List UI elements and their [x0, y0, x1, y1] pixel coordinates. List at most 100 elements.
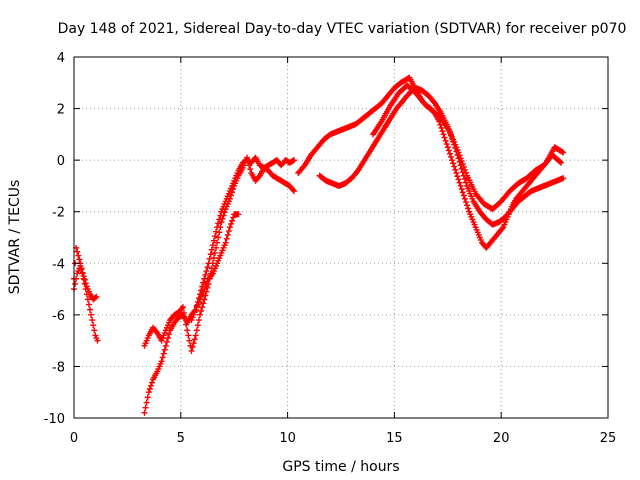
data-point: [223, 235, 230, 242]
data-point: [462, 169, 469, 176]
data-point: [458, 186, 465, 193]
y-tick-label: 2: [57, 103, 65, 118]
data-point: [291, 188, 298, 195]
data-point: [77, 262, 84, 269]
data-point: [166, 331, 173, 338]
data-point: [452, 166, 459, 173]
data-point: [208, 271, 215, 278]
data-point: [203, 268, 210, 275]
series-segment-2: [71, 262, 100, 303]
data-point: [446, 150, 453, 157]
data-point: [458, 158, 465, 165]
data-point: [193, 327, 200, 334]
data-point: [79, 269, 86, 276]
data-point: [455, 149, 462, 156]
data-point: [227, 220, 234, 227]
data-point: [81, 276, 88, 283]
data-point: [300, 163, 307, 170]
data-point: [558, 159, 565, 166]
data-point: [214, 239, 221, 246]
data-point: [461, 195, 468, 202]
data-point: [230, 186, 237, 193]
data-point: [182, 315, 189, 322]
data-point: [161, 346, 168, 353]
data-point: [194, 322, 201, 329]
data-point: [162, 342, 169, 349]
data-point: [188, 347, 195, 354]
data-point: [185, 332, 192, 339]
data-point: [148, 379, 155, 386]
data-point: [163, 338, 170, 345]
data-point: [191, 336, 198, 343]
data-point: [199, 304, 206, 311]
data-point: [141, 409, 148, 416]
data-point: [453, 170, 460, 177]
x-tick-label: 20: [493, 431, 510, 446]
data-point: [89, 317, 96, 324]
data-point: [437, 121, 444, 128]
data-point: [457, 182, 464, 189]
data-point: [213, 244, 220, 251]
data-point: [255, 173, 262, 180]
data-point: [454, 173, 461, 180]
data-point: [210, 237, 217, 244]
data-point: [442, 137, 449, 144]
series-segment-5: [188, 211, 242, 324]
series-segment-8: [370, 82, 565, 213]
data-point: [145, 389, 152, 396]
data-point: [226, 195, 233, 202]
data-point: [457, 155, 464, 162]
data-point: [93, 293, 100, 300]
y-tick-label: -10: [44, 412, 65, 427]
data-point: [244, 154, 251, 161]
data-point: [291, 157, 298, 164]
data-point: [443, 141, 450, 148]
data-point: [218, 219, 225, 226]
data-point: [461, 166, 468, 173]
data-point: [439, 128, 446, 135]
x-tick-label: 5: [177, 431, 185, 446]
data-point: [211, 249, 218, 256]
data-point: [221, 209, 228, 216]
data-point: [184, 327, 191, 334]
y-tick-label: -2: [52, 206, 65, 221]
data-point: [88, 311, 95, 318]
data-point: [220, 212, 227, 219]
data-point: [289, 186, 296, 193]
data-point: [183, 321, 190, 328]
data-points: [71, 74, 567, 416]
data-point: [229, 217, 236, 224]
data-point: [464, 202, 471, 209]
data-point: [189, 344, 196, 351]
x-tick-label: 0: [70, 431, 78, 446]
data-point: [440, 131, 447, 138]
data-point: [75, 252, 82, 259]
data-point: [229, 189, 236, 196]
data-point: [556, 158, 563, 165]
series-segment-3: [141, 154, 298, 416]
chart-title: Day 148 of 2021, Sidereal Day-to-day VTE…: [58, 21, 627, 37]
data-point: [456, 179, 463, 186]
y-tick-label: 4: [57, 51, 65, 66]
data-point: [441, 134, 448, 141]
data-point: [197, 311, 204, 318]
data-point: [164, 335, 171, 342]
data-point: [215, 220, 222, 227]
x-axis-ticks: 0 5 10 15 20 25: [70, 57, 616, 446]
data-point: [354, 168, 361, 175]
data-point: [146, 385, 153, 392]
series-segment-4: [141, 154, 298, 354]
data-point: [246, 162, 253, 169]
data-point: [198, 307, 205, 314]
data-point: [560, 175, 567, 182]
y-tick-label: -8: [52, 360, 65, 375]
data-point: [200, 279, 207, 286]
data-point: [144, 394, 151, 401]
data-point: [179, 304, 186, 311]
data-point: [92, 294, 99, 301]
x-tick-label: 25: [600, 431, 617, 446]
data-point: [202, 292, 209, 299]
data-point: [143, 399, 150, 406]
data-point: [84, 296, 91, 303]
plot-frame: [73, 56, 609, 419]
